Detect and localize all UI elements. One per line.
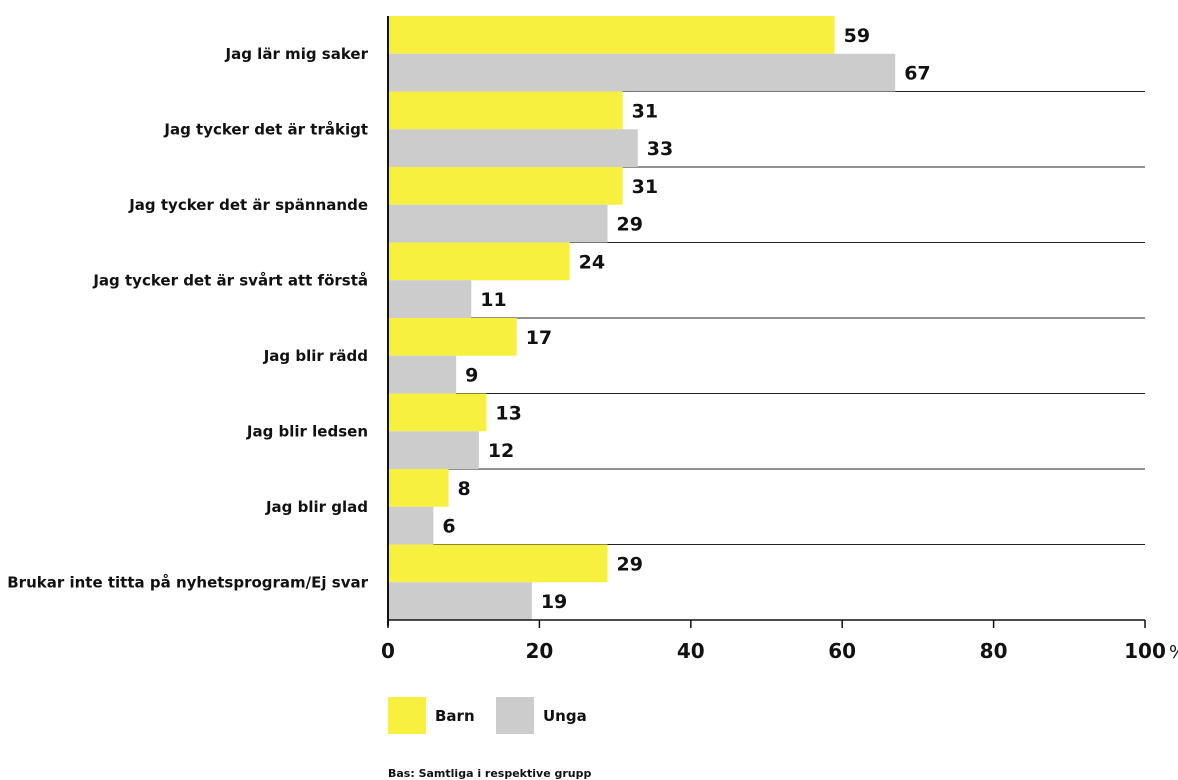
value-label-barn: 13: [495, 402, 521, 424]
category-label: Jag blir glad: [265, 498, 368, 516]
bar-barn: [388, 167, 623, 205]
legend-label-barn: Barn: [435, 707, 475, 725]
x-tick-label: 0: [381, 639, 395, 663]
category-label: Jag tycker det är spännande: [128, 196, 368, 214]
value-label-barn: 29: [617, 553, 643, 575]
x-tick-label: 40: [677, 639, 705, 663]
category-label: Jag blir rädd: [263, 347, 368, 365]
legend: Barn Unga: [388, 697, 587, 734]
x-unit-label: %: [1169, 642, 1178, 663]
category-label: Jag lär mig saker: [225, 45, 369, 63]
value-label-barn: 24: [579, 251, 605, 273]
bar-unga: [388, 129, 638, 167]
bar-barn: [388, 469, 449, 507]
value-labels: 59 67 31 33 31 29 24 11 17 9 13 12 86 29 19: [442, 25, 930, 613]
value-label-barn: 31: [632, 100, 658, 122]
value-label-barn: 8: [458, 478, 471, 500]
bar-unga: [388, 204, 608, 243]
x-ticks: 0 20 40 60 80 100: [381, 620, 1166, 663]
bar-barn: [388, 318, 517, 356]
category-label: Brukar inte titta på nyhetsprogram/Ej sv…: [7, 573, 368, 591]
value-label-unga: 29: [617, 214, 643, 236]
value-label-unga: 19: [541, 591, 567, 613]
bars: [388, 16, 896, 620]
bar-unga: [388, 582, 532, 620]
bar-barn: [388, 16, 835, 54]
bar-unga: [388, 280, 472, 318]
x-tick-label: 60: [828, 639, 856, 663]
axes: [387, 16, 1145, 626]
value-label-unga: 33: [647, 138, 673, 160]
value-label-barn: 31: [632, 176, 658, 198]
bar-barn: [388, 544, 608, 583]
category-label: Jag tycker det är tråkigt: [163, 120, 368, 138]
legend-label-unga: Unga: [543, 707, 587, 725]
value-label-barn: 17: [526, 327, 552, 349]
bar-unga: [388, 355, 457, 394]
category-label: Jag blir ledsen: [246, 422, 368, 440]
category-labels: Jag lär mig saker Jag tycker det är tråki…: [7, 45, 368, 592]
base-note: Bas: Samtliga i respektive grupp: [388, 767, 591, 780]
value-label-unga: 12: [488, 440, 514, 462]
legend-swatch-barn: [388, 697, 426, 734]
bar-barn: [388, 393, 487, 432]
value-label-unga: 9: [465, 365, 478, 387]
x-tick-label: 80: [980, 639, 1008, 663]
x-tick-label: 100: [1124, 639, 1166, 663]
legend-swatch-unga: [496, 697, 534, 734]
bar-barn: [388, 242, 570, 281]
bar-unga: [388, 431, 479, 469]
bar-unga: [388, 53, 896, 92]
x-tick-label: 20: [525, 639, 553, 663]
value-label-unga: 11: [480, 289, 506, 311]
category-label: Jag tycker det är svårt att förstå: [92, 271, 368, 289]
value-label-barn: 59: [844, 25, 870, 47]
bar-barn: [388, 91, 623, 130]
bar-unga: [388, 506, 434, 545]
value-label-unga: 67: [904, 63, 930, 85]
value-label-unga: 6: [442, 516, 455, 538]
